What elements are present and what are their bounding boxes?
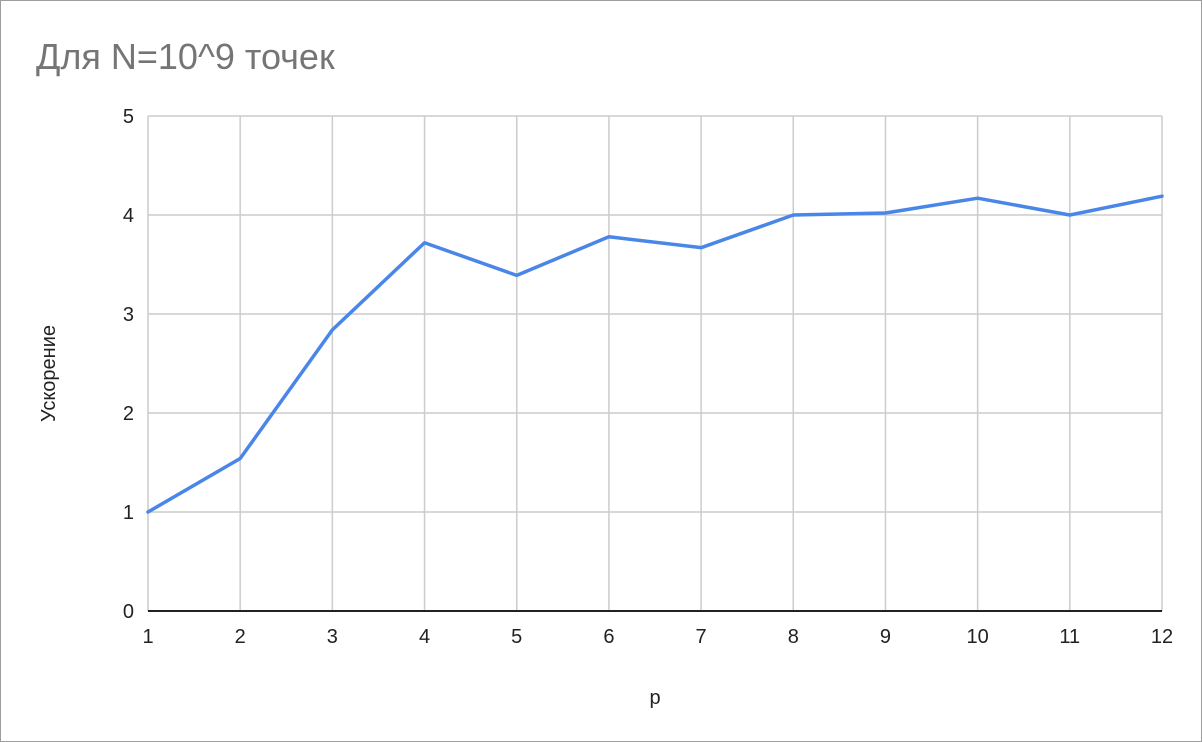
x-tick-label: 8 bbox=[788, 626, 799, 648]
series-line bbox=[146, 194, 1164, 514]
x-tick-label: 9 bbox=[880, 626, 891, 648]
y-tick-label: 4 bbox=[123, 205, 134, 227]
x-tick-label: 4 bbox=[419, 626, 430, 648]
y-axis-label: Ускорение bbox=[38, 325, 60, 422]
y-axis-ticks: 0 1 2 3 4 5 bbox=[123, 106, 134, 623]
x-axis-ticks: 1 2 3 4 5 6 7 8 9 10 11 12 bbox=[142, 626, 1173, 648]
y-tick-label: 5 bbox=[123, 106, 134, 128]
x-tick-label: 10 bbox=[967, 626, 989, 648]
x-tick-label: 1 bbox=[142, 626, 153, 648]
x-tick-label: 6 bbox=[603, 626, 614, 648]
x-tick-label: 7 bbox=[696, 626, 707, 648]
chart-title: Для N=10^9 точек bbox=[36, 36, 335, 77]
y-tick-label: 1 bbox=[123, 502, 134, 524]
x-tick-label: 12 bbox=[1151, 626, 1173, 648]
y-tick-label: 2 bbox=[123, 403, 134, 425]
y-tick-label: 0 bbox=[123, 601, 134, 623]
x-tick-label: 3 bbox=[327, 626, 338, 648]
y-tick-label: 3 bbox=[123, 304, 134, 326]
x-axis-label: p bbox=[649, 687, 660, 709]
x-tick-label: 11 bbox=[1059, 626, 1080, 648]
x-tick-label: 5 bbox=[511, 626, 522, 648]
grid-lines bbox=[147, 115, 1163, 611]
series-group bbox=[146, 194, 1164, 514]
x-tick-label: 2 bbox=[235, 626, 246, 648]
